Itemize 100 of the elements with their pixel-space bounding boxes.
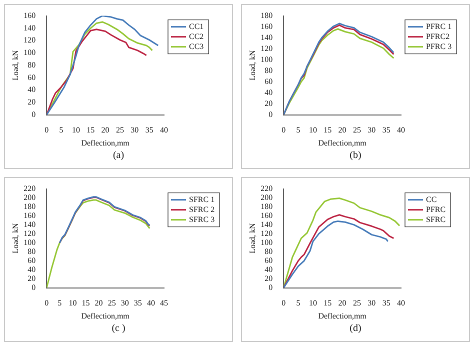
x-tick-label: 30 (120, 298, 129, 308)
x-tick-label: 10 (308, 126, 317, 135)
y-tick-label: 120 (24, 228, 36, 238)
y-tick-label: 0 (268, 282, 273, 292)
x-tick-label: 40 (397, 298, 405, 308)
y-tick-label: 100 (24, 48, 36, 58)
x-tick-label: 0 (44, 298, 49, 308)
y-tick-label: 60 (264, 76, 273, 86)
x-tick-label: 30 (368, 126, 376, 135)
y-tick-label: 20 (264, 98, 273, 108)
x-tick-label: 35 (145, 126, 154, 135)
y-tick-label: 120 (260, 228, 273, 238)
y-tick-label: 20 (28, 98, 36, 107)
x-tick-label: 25 (108, 298, 116, 308)
y-axis-title: Load, kN (10, 222, 20, 254)
y-tick-label: 140 (260, 220, 273, 229)
x-tick-label: 40 (397, 126, 405, 135)
y-tick-label: 160 (260, 210, 273, 220)
text: (a) (112, 150, 124, 161)
y-tick-label: 200 (260, 192, 273, 202)
x-tick-label: 20 (338, 126, 346, 135)
x-tick-label: 40 (160, 126, 168, 135)
y-axis-title: Load, kN (10, 50, 20, 80)
x-tick-label: 30 (368, 298, 376, 308)
y-tick-label: 140 (24, 220, 36, 229)
y-tick-label: 40 (28, 264, 36, 274)
legend-label: PFRC (426, 204, 446, 214)
legend-label: CC3 (189, 42, 204, 51)
legend-label: PFRC 1 (426, 22, 452, 31)
y-tick-label: 140 (260, 32, 273, 42)
x-tick-label: 5 (59, 126, 64, 135)
y-tick-label: 60 (264, 256, 273, 265)
x-axis-title: Deflection,mm (318, 138, 368, 148)
y-tick-label: 80 (264, 66, 273, 75)
y-tick-label: 160 (24, 210, 36, 220)
y-tick-label: 20 (28, 274, 36, 283)
legend-label: SFRC (426, 214, 446, 224)
legend-label: PFRC 3 (426, 42, 452, 51)
x-tick-label: 25 (352, 298, 361, 308)
y-tick-label: 200 (24, 192, 36, 202)
y-axis-title: Load, kN (248, 50, 257, 80)
legend-label: SFRC 3 (189, 214, 215, 224)
legend-label: PFRC2 (426, 32, 450, 41)
x-tick-label: 15 (324, 126, 332, 135)
y-tick-label: 120 (24, 36, 36, 45)
y-tick-label: 0 (32, 110, 36, 119)
x-tick-label: 40 (146, 298, 155, 308)
x-tick-label: 15 (86, 126, 95, 135)
y-tick-label: 40 (264, 88, 273, 97)
legend-label: CC1 (189, 22, 204, 31)
x-tick-label: 25 (116, 126, 124, 135)
x-tick-label: 20 (101, 126, 110, 135)
y-tick-label: 40 (28, 85, 36, 94)
y-tick-label: 60 (28, 72, 36, 82)
y-tick-label: 100 (24, 238, 36, 247)
y-axis-title: Load, kN (248, 222, 257, 254)
x-tick-label: 5 (296, 298, 300, 308)
x-axis-title: Deflection,mm (81, 311, 130, 320)
x-tick-label: 5 (296, 126, 300, 135)
y-tick-label: 0 (268, 110, 273, 119)
y-tick-label: 80 (264, 246, 273, 256)
x-tick-label: 35 (382, 126, 390, 135)
legend-label: SFRC 1 (189, 194, 215, 204)
legend-label: CC2 (189, 32, 204, 41)
y-tick-label: 100 (260, 54, 273, 64)
y-tick-label: 180 (260, 202, 273, 211)
y-tick-label: 180 (24, 202, 36, 211)
x-tick-label: 10 (308, 298, 317, 308)
y-tick-label: 180 (260, 10, 273, 20)
y-tick-label: 60 (28, 256, 36, 265)
y-tick-label: 220 (260, 184, 273, 193)
y-tick-label: 20 (264, 274, 273, 283)
x-tick-label: 0 (282, 126, 286, 135)
x-tick-label: 25 (352, 126, 361, 135)
x-tick-label: 35 (134, 298, 142, 308)
y-tick-label: 40 (264, 264, 273, 274)
y-tick-label: 160 (24, 10, 36, 20)
x-tick-label: 30 (130, 126, 139, 135)
x-axis-title: Deflection,mm (81, 138, 130, 148)
x-tick-label: 15 (324, 298, 332, 308)
y-tick-label: 0 (32, 282, 36, 292)
x-tick-label: 20 (338, 298, 346, 308)
legend-label: SFRC 2 (189, 204, 215, 214)
y-tick-label: 80 (28, 60, 36, 70)
text: (b) (350, 150, 362, 161)
x-tick-label: 10 (68, 298, 77, 308)
x-tick-label: 20 (94, 298, 103, 308)
x-tick-label: 0 (282, 298, 286, 308)
x-tick-label: 15 (82, 298, 90, 308)
x-tick-label: 45 (160, 298, 168, 308)
x-axis-title: Deflection,mm (318, 311, 368, 320)
x-tick-label: 35 (382, 298, 390, 308)
text: (c ) (112, 323, 126, 334)
legend-label: CC (426, 194, 437, 204)
x-tick-label: 0 (44, 126, 49, 135)
x-tick-label: 10 (72, 126, 80, 135)
y-tick-label: 140 (24, 23, 36, 32)
y-tick-label: 220 (24, 184, 36, 193)
text: (d) (350, 323, 362, 334)
y-tick-label: 160 (260, 22, 273, 31)
